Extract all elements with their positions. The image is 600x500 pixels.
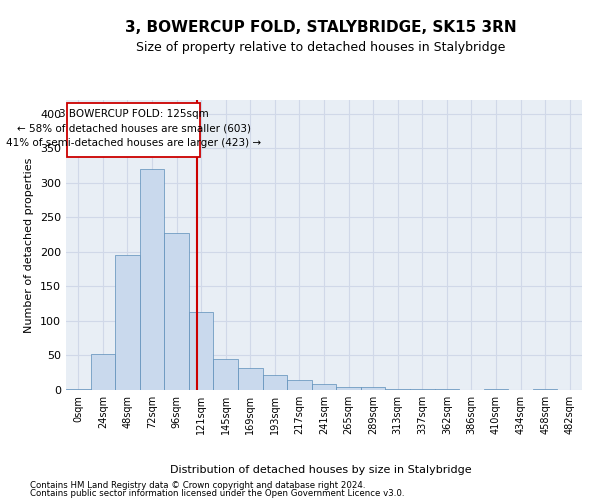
Text: 3, BOWERCUP FOLD, STALYBRIDGE, SK15 3RN: 3, BOWERCUP FOLD, STALYBRIDGE, SK15 3RN (125, 20, 517, 35)
Bar (434, 388, 459, 390)
Text: Distribution of detached houses by size in Stalybridge: Distribution of detached houses by size … (170, 465, 472, 475)
Bar (115, 256, 140, 390)
Bar (214, 359, 238, 390)
Bar (361, 387, 385, 390)
FancyBboxPatch shape (67, 103, 200, 156)
Y-axis label: Number of detached properties: Number of detached properties (25, 158, 34, 332)
Text: 41% of semi-detached houses are larger (423) →: 41% of semi-detached houses are larger (… (6, 138, 261, 148)
Text: Contains HM Land Registry data © Crown copyright and database right 2024.: Contains HM Land Registry data © Crown c… (30, 480, 365, 490)
Text: Size of property relative to detached houses in Stalybridge: Size of property relative to detached ho… (136, 41, 506, 54)
Bar (91, 354, 115, 390)
Text: Contains public sector information licensed under the Open Government Licence v3: Contains public sector information licen… (30, 490, 404, 498)
Bar (66, 388, 91, 390)
Bar (385, 388, 410, 390)
Bar (287, 380, 312, 390)
Bar (336, 386, 361, 390)
Bar (312, 384, 336, 390)
Text: 3 BOWERCUP FOLD: 125sqm: 3 BOWERCUP FOLD: 125sqm (59, 109, 208, 119)
Bar (140, 169, 164, 390)
Bar (238, 368, 263, 390)
Bar (189, 312, 214, 390)
Bar (164, 232, 189, 390)
Text: ← 58% of detached houses are smaller (603): ← 58% of detached houses are smaller (60… (17, 124, 251, 134)
Bar (263, 375, 287, 390)
